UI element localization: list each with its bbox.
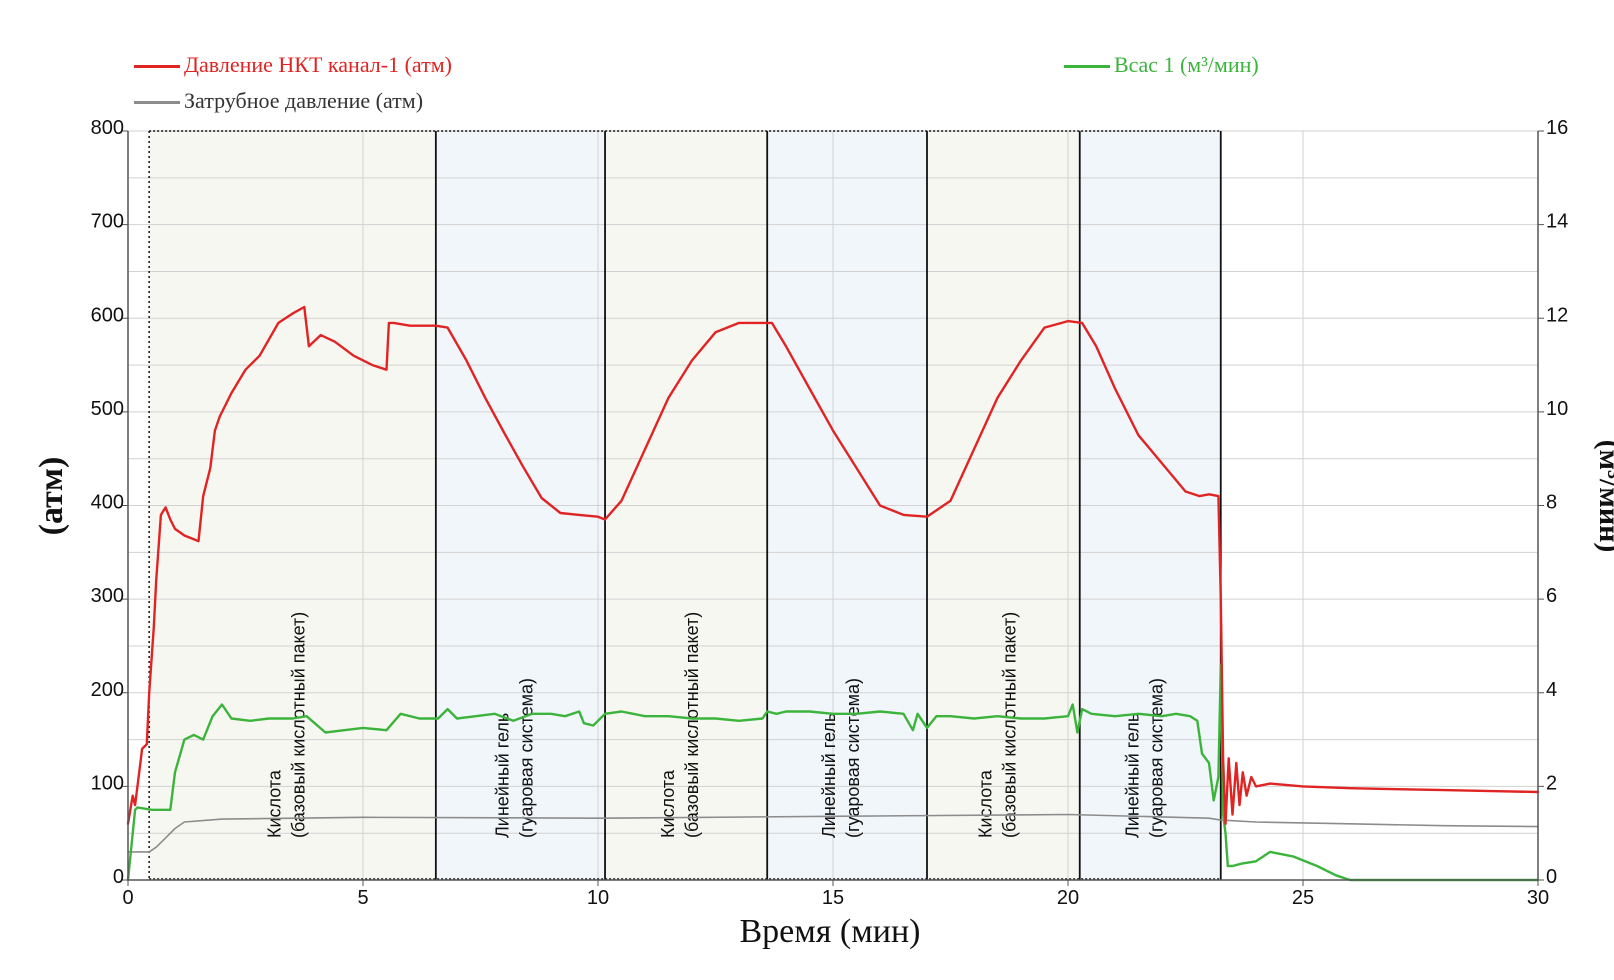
y-right-axis-label: (м³/мин) [1593,440,1614,553]
y-left-axis-label: (атм) [33,457,70,536]
y-left-tick-label: 700 [91,211,124,233]
y-left-tick-label: 0 [113,866,124,888]
legend-label: Давление НКТ канал-1 (атм) [184,52,452,77]
stage-label: Кислота [975,769,995,838]
series-lines [126,305,1540,882]
y-left-tick-label: 600 [91,304,124,326]
x-tick-label: 25 [1292,887,1314,909]
x-tick-label: 5 [357,887,368,909]
y-right-tick-label: 6 [1546,585,1557,607]
y-right-tick-label: 8 [1546,492,1557,514]
series-line [127,813,1539,853]
stage-sublabel: (базовый кислотный пакет) [682,612,702,838]
legend-swatch-gray [134,101,180,105]
y-left-tick-label: 100 [91,772,124,794]
stage-label: Кислота [265,769,285,838]
legend-label: Bcac 1 (м³/мин) [1114,52,1259,77]
stage-label: Линейный гель [492,713,512,838]
y-right-tick-label: 16 [1546,117,1568,139]
stage-label: Линейный гель [1122,713,1142,838]
series-line [126,663,1540,882]
y-right-tick-label: 2 [1546,772,1557,794]
legend-label: Затрубное давление (атм) [184,88,424,113]
grid [128,130,1538,881]
y-right-tick-label: 10 [1546,398,1568,420]
y-right-tick-label: 14 [1546,211,1568,233]
y-left-tick-label: 200 [91,679,124,701]
x-axis-label: Время (мин) [740,913,921,950]
x-tick-label: 10 [587,887,609,909]
stage-sublabel: (базовый кислотный пакет) [999,612,1019,838]
legend-item-tubing-pressure: Давление НКТ канал-1 (атм) [134,52,452,78]
stage-dividers [148,130,1222,880]
stage-sublabel: (базовый кислотный пакет) [289,612,309,838]
x-tick-label: 15 [822,887,844,909]
x-tick-label: 0 [122,887,133,909]
y-left-tick-label: 500 [91,398,124,420]
legend-swatch-red [134,65,180,69]
stage-sublabel: (гуаровая система) [516,678,536,838]
y-left-tick-label: 800 [91,117,124,139]
stage-sublabel: (гуаровая система) [1146,678,1166,838]
y-right-tick-label: 0 [1546,866,1557,888]
x-tick-label: 30 [1527,887,1549,909]
series-line [126,305,1540,825]
legend-swatch-green [1064,65,1110,69]
stage-sublabel: (гуаровая система) [843,678,863,838]
y-left-tick-label: 400 [91,492,124,514]
y-right-tick-label: 12 [1546,304,1568,326]
legend-item-rate: Bcac 1 (м³/мин) [1064,52,1259,78]
legend-item-annulus-pressure: Затрубное давление (атм) [134,88,423,114]
stage-labels: Кислота (базовый кислотный пакет) Линейный… [265,612,1167,838]
y-right-tick-label: 4 [1546,679,1557,701]
y-left-tick-label: 300 [91,585,124,607]
tick-labels: 0 100 200 300 400 500 600 700 800 0 2 4 6 8 10 12 14 16 0 5… [91,117,1569,909]
x-tick-label: 20 [1057,887,1079,909]
stage-label: Кислота [658,769,678,838]
stage-label: Линейный гель [819,713,839,838]
